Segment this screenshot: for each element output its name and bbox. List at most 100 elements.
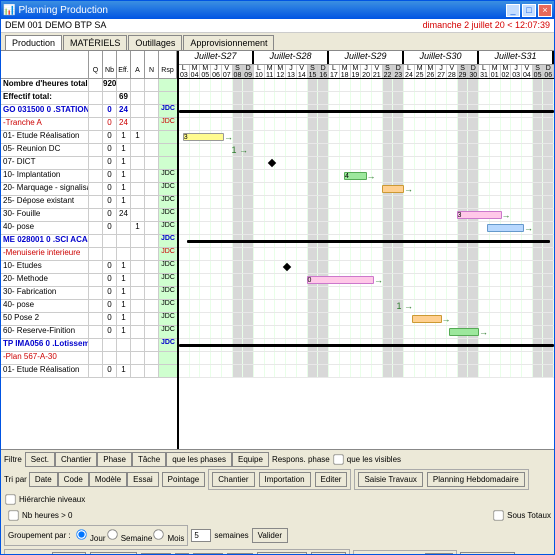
day-header: J06 xyxy=(211,65,222,78)
day-header: J27 xyxy=(436,65,447,78)
task-row[interactable]: 05- Reunion DC01 xyxy=(1,144,177,157)
task-row[interactable]: 60- Reserve-Finition01JDC xyxy=(1,326,177,339)
group-mois-radio[interactable] xyxy=(154,529,164,539)
filter-sect.[interactable]: Sect. xyxy=(25,452,55,467)
task-row[interactable]: 30- Fabrication01JDC xyxy=(1,287,177,300)
task-row[interactable]: -Menuiserie interieureJDC xyxy=(1,248,177,261)
week-header: Juillet-S27 xyxy=(179,51,254,64)
gantt-row: 4→ xyxy=(179,170,554,183)
chantier-importation[interactable]: Importation xyxy=(259,472,311,487)
nbheures-checkbox[interactable] xyxy=(8,510,18,520)
minus-semaine-button[interactable]: - semaine xyxy=(90,552,137,554)
gantt-row xyxy=(179,235,554,248)
task-row[interactable]: Nombre d'heures total:920 xyxy=(1,79,177,92)
task-row[interactable]: 07- DICT01 xyxy=(1,157,177,170)
gantt-row: 1 → xyxy=(179,300,554,313)
day-header: M01 xyxy=(490,65,501,78)
visibles-checkbox[interactable] xyxy=(333,454,343,464)
day-header: M11 xyxy=(265,65,276,78)
maximize-button[interactable]: □ xyxy=(522,4,536,17)
minimize-button[interactable]: _ xyxy=(506,4,520,17)
week-header: Juillet-S28 xyxy=(254,51,329,64)
day-header: M02 xyxy=(501,65,512,78)
week-header: Juillet-S29 xyxy=(329,51,404,64)
datetime-label: dimanche 2 juillet 20 < 12:07:39 xyxy=(423,20,550,31)
group-jour-radio[interactable] xyxy=(76,529,86,539)
date-year-input[interactable] xyxy=(227,553,253,554)
task-grid-header: Q Nb Eff. A N Rsp xyxy=(1,51,177,79)
tab-approvisionnement[interactable]: Approvisionnement xyxy=(183,35,274,50)
day-header: M04 xyxy=(190,65,201,78)
soustotaux-checkbox[interactable] xyxy=(493,510,503,520)
plus-semaine-button[interactable]: + semaine xyxy=(257,552,306,554)
day-header: J03 xyxy=(511,65,522,78)
valider-button[interactable]: Valider xyxy=(252,528,288,543)
task-row[interactable]: -Tranche A024JDC xyxy=(1,118,177,131)
date-day-input[interactable] xyxy=(141,553,171,554)
task-row[interactable]: 25- Dépose existant01JDC xyxy=(1,196,177,209)
task-row[interactable]: 10- Implantation01JDC xyxy=(1,170,177,183)
group-semaine-radio[interactable] xyxy=(107,529,117,539)
minus-mois-button[interactable]: - mois xyxy=(52,552,86,554)
tri-date[interactable]: Date xyxy=(29,472,58,487)
fermer-button[interactable]: Eermer (F7) xyxy=(460,552,515,554)
exercice-group: Exercice en cours xyxy=(353,550,457,554)
filter-phase[interactable]: Phase xyxy=(97,452,132,467)
tri-modèle[interactable]: Modèle xyxy=(89,472,127,487)
filter-tâche[interactable]: Tâche xyxy=(132,452,166,467)
filter-que les phases[interactable]: que les phases xyxy=(166,452,232,467)
weeks-input[interactable] xyxy=(191,529,211,542)
window: 📊 Planning Production _ □ × DEM 001 DEMO… xyxy=(0,0,555,555)
gantt-row: → xyxy=(179,326,554,339)
exercice-input[interactable] xyxy=(425,553,453,554)
weeks-header: Juillet-S27Juillet-S28Juillet-S29Juillet… xyxy=(179,51,554,65)
task-row[interactable]: 20- Methode01JDC xyxy=(1,274,177,287)
pointage-button[interactable]: Pointage xyxy=(162,472,206,487)
task-row[interactable]: 40- pose01JDC xyxy=(1,222,177,235)
gantt-row: 3→ xyxy=(179,131,554,144)
tab-matériels[interactable]: MATÉRIELS xyxy=(63,35,127,50)
task-row[interactable]: 30- Fouille024JDC xyxy=(1,209,177,222)
task-row[interactable]: ME 028001 0 .SCI ACAJOUJDC xyxy=(1,235,177,248)
task-row[interactable]: 50 Pose 201JDC xyxy=(1,313,177,326)
plus-mois-button[interactable]: + mois xyxy=(311,552,347,554)
tri-essai[interactable]: Essai xyxy=(127,472,159,487)
task-row[interactable]: 01- Etude Réalisation01 xyxy=(1,365,177,378)
day-header: M18 xyxy=(340,65,351,78)
task-row[interactable]: Effectif total:69 xyxy=(1,92,177,105)
saisie-button[interactable]: Planning Hebdomadaire xyxy=(427,472,525,487)
filter-label: Filtre xyxy=(4,455,22,464)
day-header: V14 xyxy=(297,65,308,78)
day-header: D23 xyxy=(393,65,404,78)
gantt-row xyxy=(179,287,554,300)
header-bar: DEM 001 DEMO BTP SA dimanche 2 juillet 2… xyxy=(1,19,554,33)
day-header: D30 xyxy=(468,65,479,78)
task-row[interactable]: 40- pose01JDC xyxy=(1,300,177,313)
tripar-label: Tri par xyxy=(4,475,27,484)
date-month-input[interactable] xyxy=(193,553,223,554)
task-row[interactable]: TP IMA056 0 .Lotissement Le CarréJDC xyxy=(1,339,177,352)
saisie-button[interactable]: Saisie Travaux xyxy=(358,472,422,487)
tab-outillages[interactable]: Outillages xyxy=(128,35,182,50)
company-label: DEM 001 DEMO BTP SA xyxy=(5,20,106,31)
hierarchy-checkbox[interactable] xyxy=(5,494,15,504)
task-row[interactable]: 20- Marquage - signalisation01JDC xyxy=(1,183,177,196)
date-num-input[interactable] xyxy=(175,553,189,554)
close-button[interactable]: × xyxy=(538,4,552,17)
tab-production[interactable]: Production xyxy=(5,35,62,50)
gantt-row: 3→ xyxy=(179,209,554,222)
gantt-row xyxy=(179,339,554,352)
day-header: J20 xyxy=(361,65,372,78)
task-row[interactable]: GO 031500 0 .STATION DE RELEVAGE024JDC xyxy=(1,105,177,118)
tri-code[interactable]: Code xyxy=(58,472,89,487)
task-row[interactable]: -Plan 567-A-30 xyxy=(1,352,177,365)
chantier-editer[interactable]: Editer xyxy=(315,472,348,487)
task-row[interactable]: 01- Etude Réalisation011 xyxy=(1,131,177,144)
task-row[interactable]: 10- Etudes01JDC xyxy=(1,261,177,274)
main: Q Nb Eff. A N Rsp Nombre d'heures total:… xyxy=(1,51,554,554)
chantier-chantier[interactable]: Chantier xyxy=(212,472,254,487)
filter-equipe[interactable]: Equipe xyxy=(232,452,269,467)
filter-chantier[interactable]: Chantier xyxy=(55,452,97,467)
gantt-row xyxy=(179,196,554,209)
window-icon: 📊 xyxy=(3,5,15,16)
